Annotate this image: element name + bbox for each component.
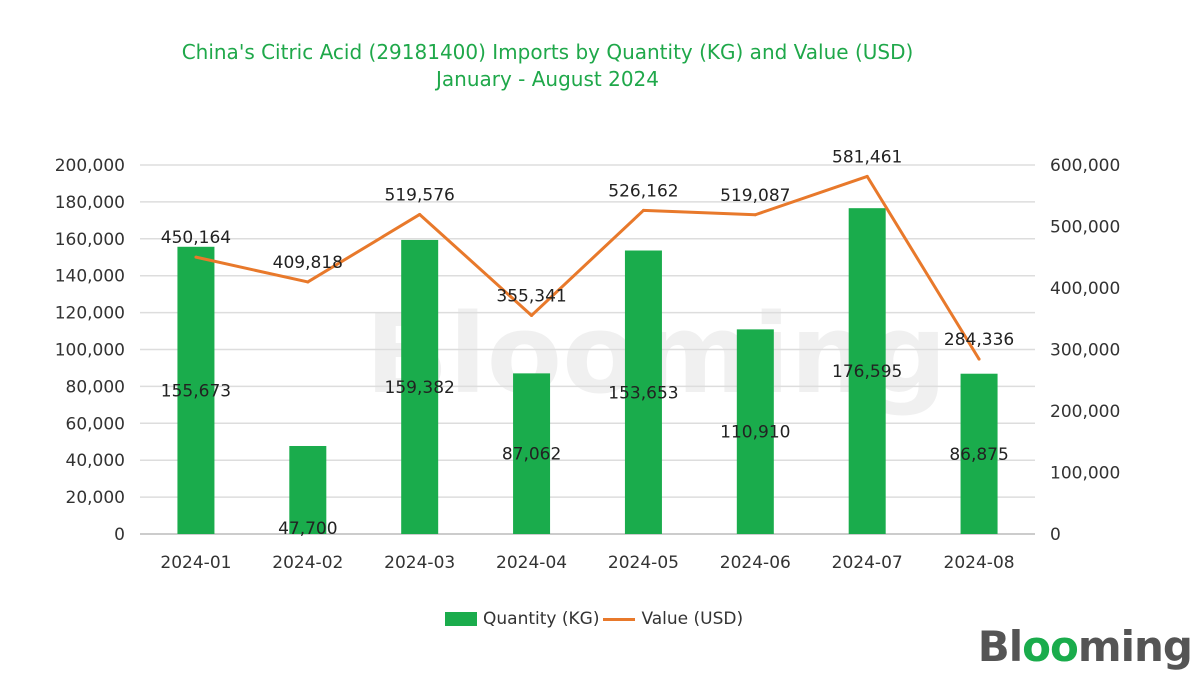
y-left-tick-label: 160,000 [55, 230, 125, 250]
y-right-tick-label: 200,000 [1050, 402, 1120, 422]
bar-quantity [401, 239, 439, 534]
bar-quantity [289, 445, 327, 534]
bar-quantity [736, 329, 774, 534]
x-tick-label: 2024-01 [160, 553, 231, 573]
bar-quantity [513, 373, 551, 534]
bar-data-label: 153,653 [608, 383, 678, 403]
watermark: Blooming [365, 290, 948, 418]
line-data-label: 581,461 [832, 147, 902, 167]
bar-data-label: 110,910 [720, 423, 790, 443]
bar-quantity [848, 208, 886, 534]
y-right-tick-label: 400,000 [1050, 279, 1120, 299]
line-data-label: 450,164 [161, 228, 231, 248]
legend-bar-swatch [445, 612, 477, 626]
line-data-label: 355,341 [496, 286, 566, 306]
line-point [530, 313, 534, 317]
bar-data-label: 176,595 [832, 362, 902, 382]
x-tick-label: 2024-07 [832, 553, 903, 573]
line-data-label: 519,087 [720, 186, 790, 206]
line-point [753, 213, 757, 217]
y-right-tick-label: 100,000 [1050, 464, 1120, 484]
bar-data-label: 155,673 [161, 381, 231, 401]
y-left-tick-label: 60,000 [66, 414, 125, 434]
y-right-tick-label: 600,000 [1050, 156, 1120, 176]
bar-data-label: 87,062 [502, 445, 561, 465]
line-data-label: 519,576 [385, 185, 455, 205]
line-point [977, 357, 981, 361]
line-point [641, 208, 645, 212]
x-tick-label: 2024-05 [608, 553, 679, 573]
line-point [306, 280, 310, 284]
line-data-label: 526,162 [608, 181, 678, 201]
y-left-tick-label: 120,000 [55, 304, 125, 324]
x-tick-label: 2024-06 [720, 553, 791, 573]
y-left-tick-label: 80,000 [66, 377, 125, 397]
legend-quantity: Quantity (KG) [483, 609, 600, 629]
y-left-tick-label: 180,000 [55, 193, 125, 213]
line-data-label: 409,818 [273, 253, 343, 273]
line-point [418, 212, 422, 216]
x-tick-label: 2024-04 [496, 553, 567, 573]
y-left-tick-label: 200,000 [55, 156, 125, 176]
y-left-tick-label: 20,000 [66, 488, 125, 508]
y-right-tick-label: 300,000 [1050, 341, 1120, 361]
line-value [195, 174, 981, 360]
legend: Quantity (KG) Value (USD) [445, 609, 743, 629]
y-left-tick-label: 140,000 [55, 267, 125, 287]
bar-data-label: 47,700 [278, 519, 337, 539]
x-tick-label: 2024-02 [272, 553, 343, 573]
chart-title: China's Citric Acid (29181400) Imports b… [181, 40, 914, 64]
chart-subtitle: January - August 2024 [436, 67, 659, 91]
x-tick-label: 2024-08 [944, 553, 1015, 573]
legend-value: Value (USD) [641, 609, 744, 629]
legend-line-swatch [603, 617, 636, 621]
bar-data-label: 159,382 [385, 378, 455, 398]
y-left-tick-label: 100,000 [55, 341, 125, 361]
line-point [194, 255, 198, 259]
y-right-tick-label: 0 [1050, 525, 1061, 545]
y-right-tick-label: 500,000 [1050, 218, 1120, 238]
bar-quantity [624, 250, 662, 535]
bar-data-label: 86,875 [949, 445, 1008, 465]
x-tick-label: 2024-03 [384, 553, 455, 573]
y-left-tick-label: 0 [114, 525, 125, 545]
y-left-tick-label: 40,000 [66, 451, 125, 471]
line-data-label: 284,336 [944, 330, 1014, 350]
line-point [865, 174, 869, 178]
blooming-logo: Blooming [977, 622, 1193, 671]
bar-quantity [960, 373, 998, 534]
bar-quantity [177, 246, 215, 534]
